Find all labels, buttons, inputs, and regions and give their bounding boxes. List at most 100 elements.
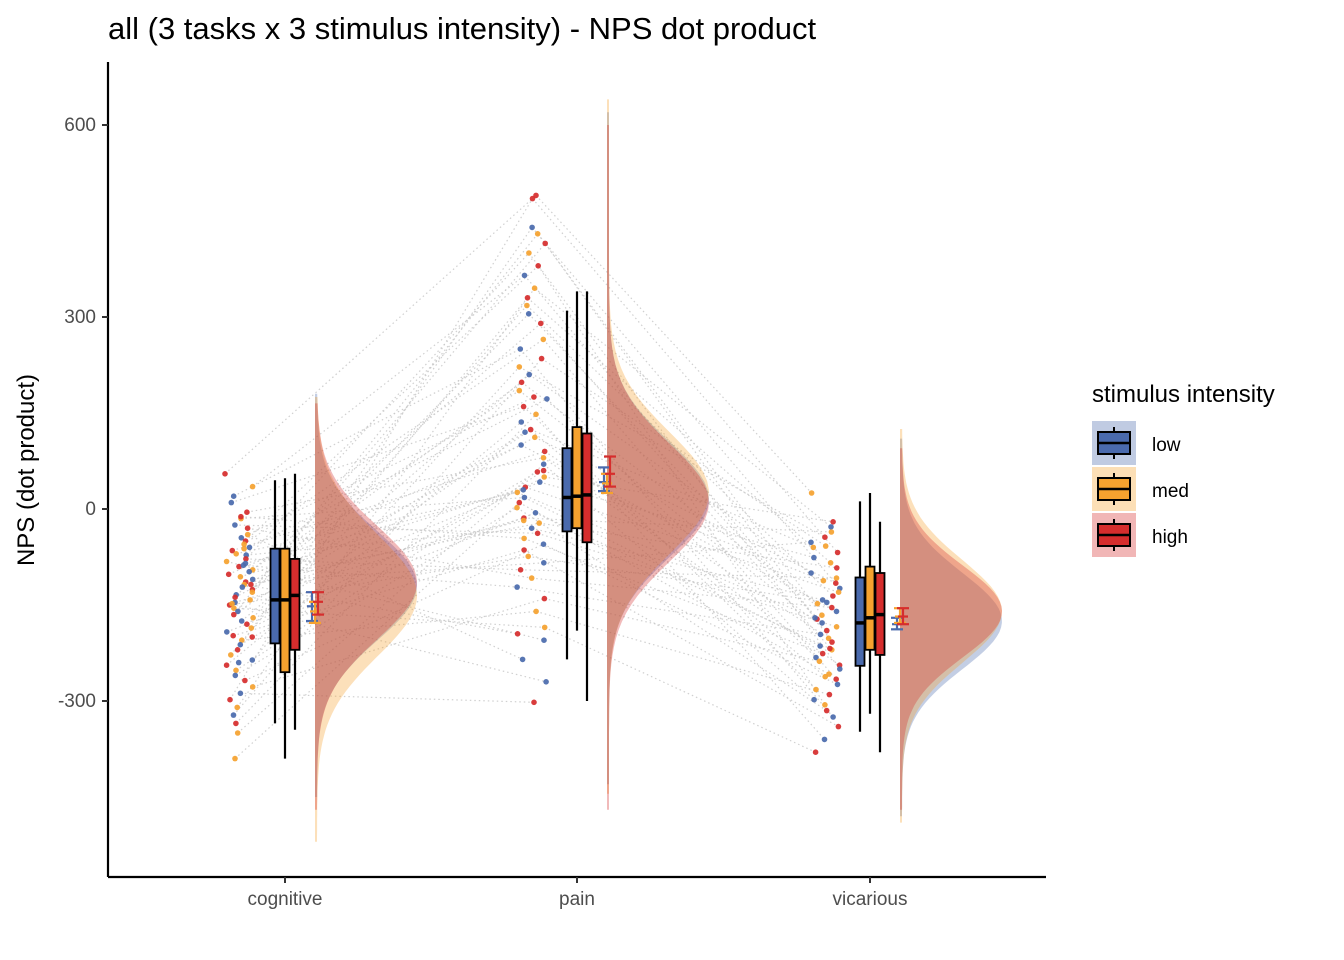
data-point-pain-med <box>534 231 541 237</box>
data-point-vicarious-high <box>829 604 835 611</box>
data-point-vicarious-high <box>826 691 833 698</box>
connector-line <box>243 338 544 545</box>
data-point-cognitive-low <box>224 629 230 635</box>
data-point-vicarious-high <box>833 676 839 682</box>
data-point-cognitive-low <box>249 657 256 663</box>
connector-line <box>531 527 823 601</box>
data-point-cognitive-med <box>232 755 238 762</box>
data-point-vicarious-med <box>822 673 828 680</box>
data-point-cognitive-high <box>244 509 250 515</box>
data-point-pain-high <box>542 240 548 247</box>
data-point-vicarious-low <box>834 681 841 688</box>
density-vicarious-med <box>900 429 1002 823</box>
legend-label-high: high <box>1152 527 1188 548</box>
data-point-cognitive-med <box>250 615 256 621</box>
connector-line <box>534 436 837 584</box>
data-point-pain-high <box>535 263 541 269</box>
data-point-cognitive-low <box>240 562 247 569</box>
data-point-cognitive-high <box>236 563 242 570</box>
connector-line <box>544 243 833 643</box>
data-point-cognitive-med <box>223 558 230 565</box>
data-point-pain-high <box>541 448 548 455</box>
data-point-pain-med <box>533 608 539 615</box>
connector-line <box>231 406 524 504</box>
data-point-cognitive-med <box>249 684 256 690</box>
data-point-cognitive-med <box>244 531 251 538</box>
connector-line <box>239 471 538 646</box>
data-point-vicarious-low <box>817 643 823 649</box>
data-point-cognitive-low <box>249 576 256 583</box>
data-point-vicarious-high <box>827 645 833 652</box>
data-point-cognitive-high <box>242 677 248 684</box>
data-point-vicarious-low <box>830 714 836 720</box>
data-point-vicarious-low <box>811 554 817 561</box>
connector-line <box>517 586 821 635</box>
data-point-vicarious-low <box>837 666 843 672</box>
data-point-cognitive-low <box>237 690 244 697</box>
connector-line <box>544 598 820 662</box>
data-point-pain-high <box>527 426 534 433</box>
y-tick-label: 300 <box>64 307 96 328</box>
data-point-vicarious-high <box>830 593 836 599</box>
data-point-pain-med <box>531 285 538 292</box>
data-point-pain-med <box>516 364 523 370</box>
data-point-pain-med <box>516 387 523 394</box>
jittered-points <box>222 192 843 762</box>
connector-line <box>228 444 522 575</box>
connector-line <box>241 396 535 539</box>
connector-line <box>249 398 548 548</box>
y-axis-title: NPS (dot product) <box>13 374 40 566</box>
data-point-vicarious-med <box>813 686 819 693</box>
connector-line <box>540 323 833 651</box>
data-point-pain-low <box>514 584 520 590</box>
data-point-pain-high <box>541 595 548 602</box>
data-point-vicarious-med <box>833 624 840 630</box>
data-point-vicarious-low <box>824 599 830 606</box>
data-point-vicarious-low <box>808 539 814 546</box>
connector-line <box>238 252 530 568</box>
data-point-vicarious-high <box>824 627 830 634</box>
data-point-cognitive-low <box>237 641 244 648</box>
data-point-pain-low <box>526 371 532 378</box>
data-point-pain-low <box>544 396 550 402</box>
data-point-pain-med <box>520 517 527 524</box>
data-point-pain-high <box>520 403 527 410</box>
data-point-pain-high <box>531 394 537 400</box>
data-point-pain-med <box>528 575 535 581</box>
data-point-cognitive-med <box>233 551 239 557</box>
data-point-cognitive-med <box>241 541 247 547</box>
connector-line <box>247 527 532 579</box>
data-point-vicarious-med <box>822 543 829 549</box>
data-point-pain-low <box>525 311 532 317</box>
data-point-cognitive-high <box>227 696 233 703</box>
connector-line <box>543 457 840 666</box>
data-point-cognitive-high <box>225 571 232 578</box>
legend-label-med: med <box>1152 481 1189 502</box>
data-point-vicarious-low <box>817 631 824 638</box>
x-tick-label-cognitive: cognitive <box>248 889 323 910</box>
connector-line <box>532 198 839 553</box>
data-point-cognitive-low <box>238 618 245 624</box>
connector-line <box>542 339 837 680</box>
data-point-cognitive-high <box>231 611 237 618</box>
box-cognitive-low <box>269 547 281 645</box>
legend: stimulus intensity low med high <box>1092 381 1275 557</box>
data-point-vicarious-high <box>833 580 839 586</box>
data-point-vicarious-low <box>819 620 825 626</box>
connector-line <box>531 577 832 609</box>
data-point-pain-med <box>521 535 527 542</box>
data-point-pain-med <box>540 455 547 461</box>
data-point-pain-low <box>518 442 524 448</box>
data-point-cognitive-low <box>230 493 237 500</box>
box-vicarious-med <box>864 565 876 651</box>
box-cognitive-high <box>289 558 301 651</box>
connector-line <box>537 233 823 616</box>
data-point-vicarious-low <box>813 654 819 661</box>
data-point-cognitive-high <box>234 647 241 653</box>
data-point-pain-low <box>521 494 528 501</box>
data-point-cognitive-high <box>249 634 255 640</box>
data-point-cognitive-med <box>233 667 239 674</box>
data-point-cognitive-med <box>241 545 247 552</box>
data-point-vicarious-low <box>819 597 826 603</box>
data-point-vicarious-high <box>830 519 836 525</box>
